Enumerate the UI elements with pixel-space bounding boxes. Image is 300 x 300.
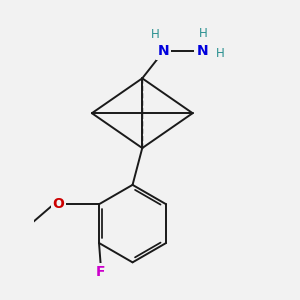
Text: H: H [199, 27, 208, 40]
Text: H: H [151, 28, 159, 41]
Text: N: N [158, 44, 170, 58]
Text: H: H [216, 46, 225, 60]
Text: F: F [96, 265, 106, 279]
Text: O: O [52, 197, 64, 211]
Text: N: N [196, 44, 208, 58]
